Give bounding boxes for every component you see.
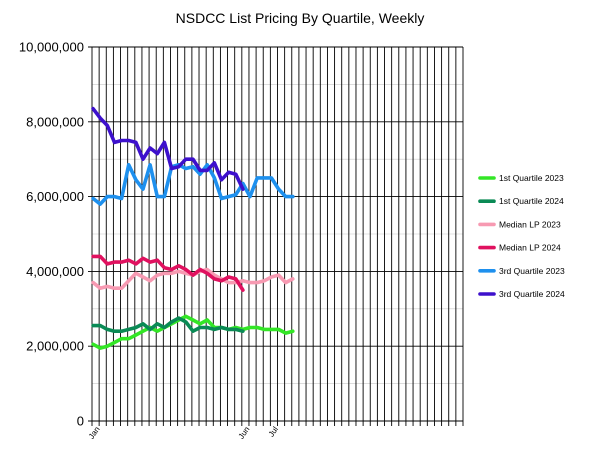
series-line xyxy=(91,254,245,292)
y-tick-label: 2,000,000 xyxy=(26,339,84,354)
y-tick-label: 0 xyxy=(77,414,84,429)
series-line xyxy=(91,163,295,206)
axes: 0 2,000,000 4,000,000 6,000,000 8,000,000 10,… xyxy=(19,40,280,441)
x-tick-label: Jan xyxy=(87,425,102,441)
legend-label: 1st Quartile 2023 xyxy=(499,173,564,183)
y-tick-label: 6,000,000 xyxy=(26,189,84,204)
y-tick-label: 4,000,000 xyxy=(26,264,84,279)
y-tick-label: 8,000,000 xyxy=(26,114,84,129)
legend-label: 3rd Quartile 2024 xyxy=(499,289,565,299)
legend: 1st Quartile 2023 1st Quartile 2024 Median… xyxy=(478,173,565,299)
legend-label: 1st Quartile 2024 xyxy=(499,196,564,206)
series-lines xyxy=(91,106,295,350)
series-line xyxy=(91,314,295,350)
x-tick-label: Jul xyxy=(267,425,280,439)
legend-label: Median LP 2023 xyxy=(499,219,561,229)
legend-label: 3rd Quartile 2023 xyxy=(499,266,565,276)
y-tick-label: 10,000,000 xyxy=(19,40,84,55)
x-tick-label: Jun xyxy=(237,425,252,441)
chart-title: NSDCC List Pricing By Quartile, Weekly xyxy=(176,10,425,26)
series-line xyxy=(91,316,245,334)
series-line xyxy=(91,106,245,191)
legend-label: Median LP 2024 xyxy=(499,243,561,253)
grid xyxy=(88,46,464,426)
